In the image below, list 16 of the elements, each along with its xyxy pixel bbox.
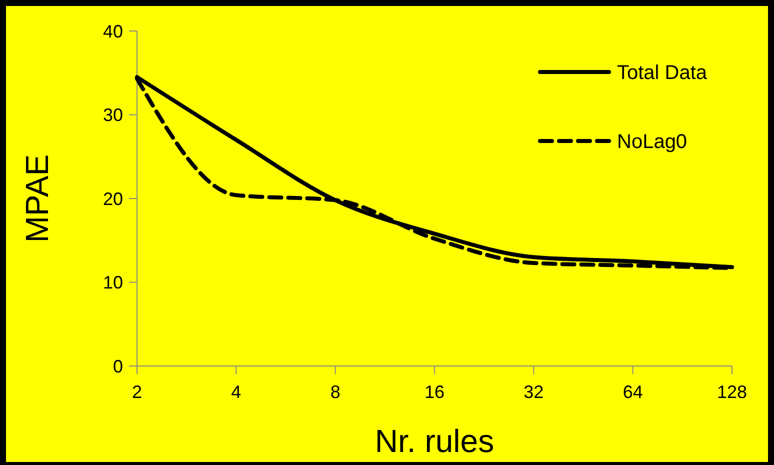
- y-tick-label: 10: [102, 272, 123, 293]
- y-tick-label: 20: [102, 188, 123, 209]
- x-axis-title: Nr. rules: [374, 423, 494, 459]
- y-tick-label: 0: [112, 356, 123, 376]
- x-tick-label: 2: [132, 382, 142, 402]
- x-tick-label: 128: [716, 382, 748, 402]
- x-tick-label: 64: [622, 382, 643, 402]
- legend-label: Total Data: [617, 62, 708, 84]
- y-axis-title: MPAE: [19, 154, 55, 243]
- x-tick-label: 32: [524, 382, 544, 402]
- x-tick-label: 16: [424, 382, 445, 402]
- y-tick-label: 30: [102, 105, 123, 126]
- x-tick-label: 8: [330, 382, 340, 402]
- y-tick-label: 40: [102, 21, 123, 42]
- x-tick-label: 4: [231, 382, 242, 402]
- legend-label: NoLag0: [617, 131, 688, 153]
